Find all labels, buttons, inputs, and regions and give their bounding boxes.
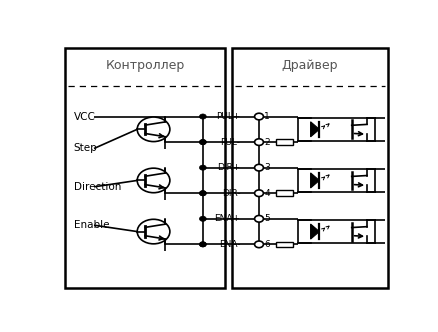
Circle shape (254, 215, 263, 222)
Text: PUL-: PUL- (220, 137, 240, 147)
Circle shape (199, 242, 206, 247)
Text: Контроллер: Контроллер (105, 59, 184, 72)
Text: ENA+: ENA+ (214, 214, 240, 223)
Circle shape (137, 219, 170, 244)
Text: DIR+: DIR+ (216, 163, 240, 172)
Polygon shape (310, 122, 318, 137)
Circle shape (199, 242, 206, 247)
Text: VCC: VCC (74, 112, 95, 122)
Circle shape (199, 191, 206, 196)
Circle shape (254, 113, 263, 120)
Text: 3: 3 (264, 163, 269, 172)
Circle shape (199, 165, 206, 170)
Text: ENA-: ENA- (218, 240, 240, 249)
Circle shape (254, 241, 263, 248)
Polygon shape (310, 173, 318, 188)
Circle shape (137, 168, 170, 193)
Circle shape (199, 139, 206, 145)
Bar (65, 47, 224, 288)
Polygon shape (310, 224, 318, 239)
Bar (297, 169, 374, 192)
Text: 6: 6 (264, 240, 269, 249)
Bar (297, 220, 374, 243)
Text: Direction: Direction (74, 182, 121, 192)
Text: 4: 4 (264, 189, 269, 198)
Bar (276, 139, 292, 145)
Text: PUL+: PUL+ (215, 112, 240, 121)
Circle shape (199, 114, 206, 119)
Bar (276, 242, 292, 247)
Circle shape (199, 191, 206, 196)
Circle shape (254, 139, 263, 145)
Text: Драйвер: Драйвер (281, 59, 338, 72)
Bar (276, 191, 292, 196)
Circle shape (199, 216, 206, 221)
Text: Step: Step (74, 143, 97, 153)
Circle shape (254, 190, 263, 197)
Circle shape (137, 117, 170, 141)
Bar (231, 47, 387, 288)
Text: Enable: Enable (74, 220, 109, 230)
Text: 5: 5 (264, 214, 269, 223)
Bar (297, 118, 374, 141)
Text: 2: 2 (264, 137, 269, 147)
Circle shape (254, 164, 263, 171)
Text: DIR-: DIR- (221, 189, 240, 198)
Text: 1: 1 (264, 112, 269, 121)
Circle shape (199, 139, 206, 145)
